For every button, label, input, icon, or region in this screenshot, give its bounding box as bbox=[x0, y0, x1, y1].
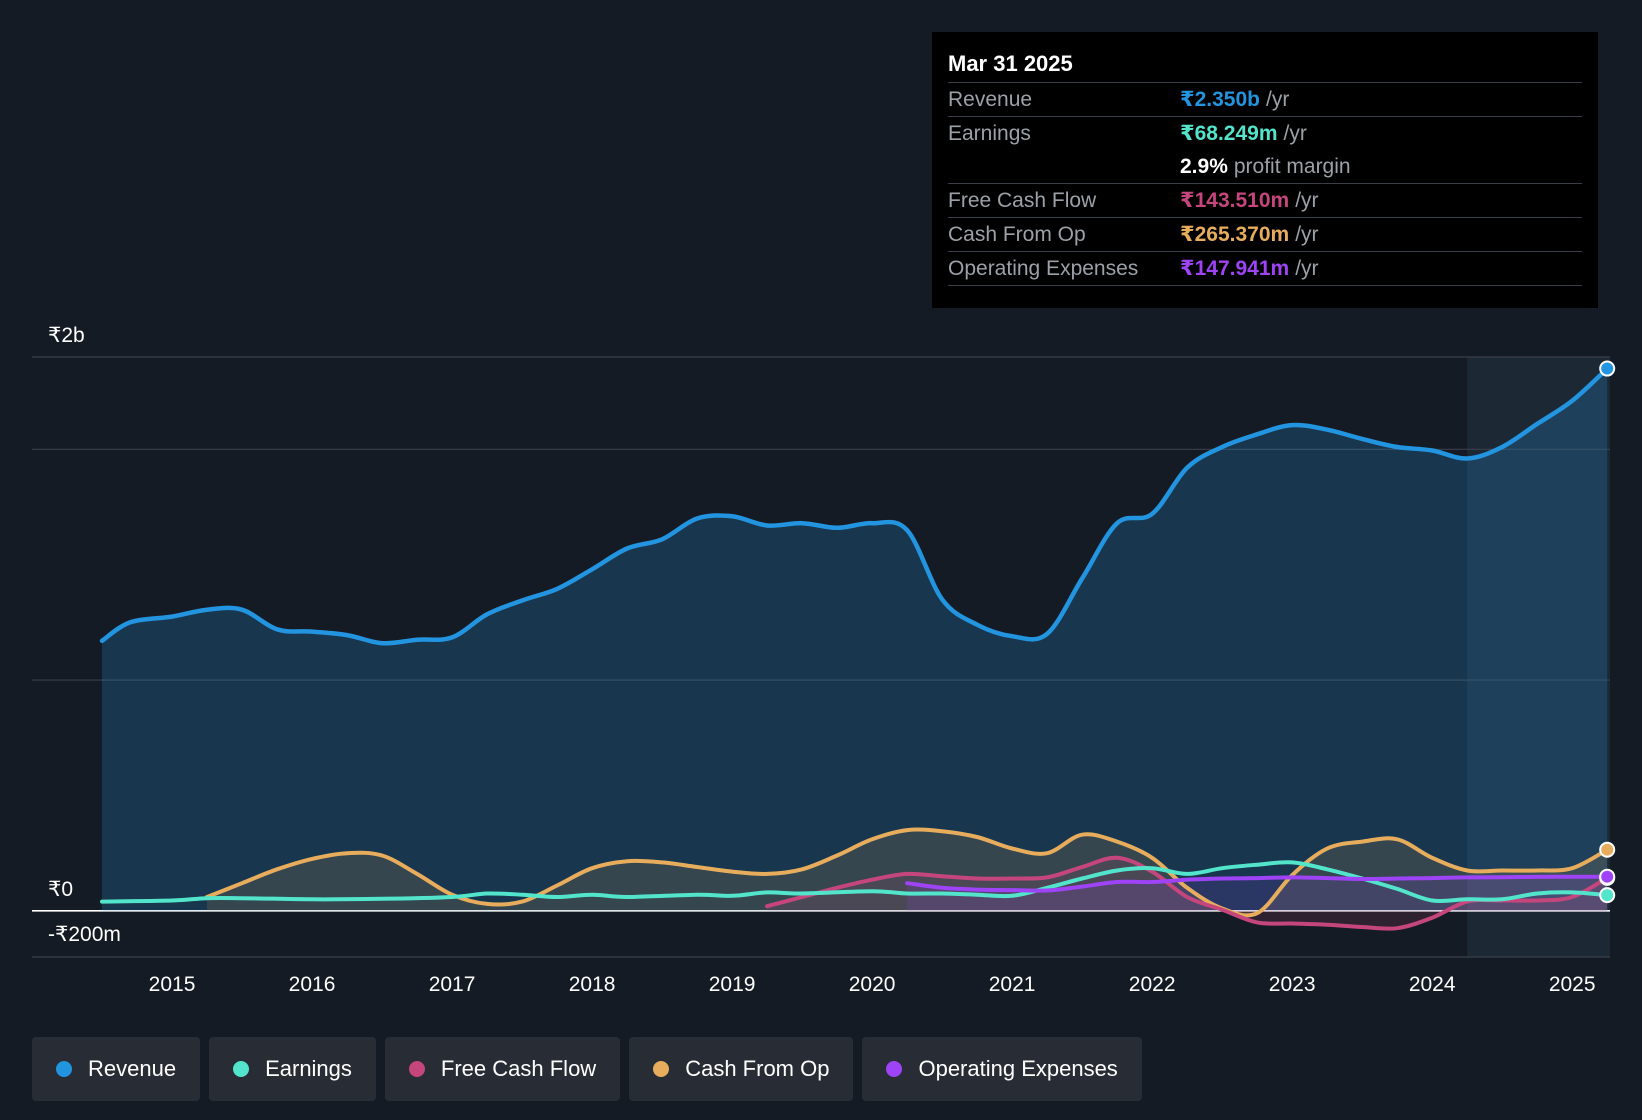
x-tick-label: 2015 bbox=[149, 973, 196, 996]
x-tick-label: 2019 bbox=[709, 973, 756, 996]
legend-label: Earnings bbox=[265, 1056, 352, 1081]
series-line-operating-expenses bbox=[905, 874, 1610, 893]
tooltip-label: Cash From Op bbox=[948, 222, 1086, 246]
tooltip-row-profit-margin: 2.9% profit margin bbox=[948, 150, 1582, 183]
tooltip-value: ₹147.941m bbox=[1180, 257, 1290, 280]
legend-dot-icon bbox=[233, 1061, 250, 1077]
y-tick-label: ₹0 bbox=[48, 878, 73, 901]
chart-legend: Revenue Earnings Free Cash Flow Cash Fro… bbox=[32, 1037, 1142, 1101]
x-tick-label: 2021 bbox=[989, 973, 1036, 996]
series-end-marker-revenue bbox=[1599, 360, 1616, 377]
series-line-cash-from-op bbox=[205, 827, 1610, 918]
tooltip-value: ₹143.510m bbox=[1180, 189, 1290, 212]
tooltip-row-free-cash-flow: Free Cash Flow ₹143.510m /yr bbox=[948, 183, 1582, 217]
tooltip-row-cash-from-op: Cash From Op ₹265.370m /yr bbox=[948, 217, 1582, 251]
tooltip-value: ₹265.370m bbox=[1180, 223, 1290, 246]
tooltip-value: ₹2.350b bbox=[1180, 88, 1260, 111]
y-tick-label: -₹200m bbox=[48, 923, 121, 946]
legend-label: Cash From Op bbox=[685, 1056, 830, 1081]
tooltip-unit: profit margin bbox=[1233, 154, 1351, 178]
x-tick-label: 2023 bbox=[1269, 973, 1316, 996]
legend-label: Revenue bbox=[88, 1056, 177, 1081]
tooltip-label: Operating Expenses bbox=[948, 256, 1139, 280]
series-area-free-cash-flow bbox=[767, 857, 1608, 929]
legend-item-operating-expenses[interactable]: Operating Expenses bbox=[862, 1037, 1142, 1101]
tooltip-label: Earnings bbox=[948, 121, 1031, 145]
series-line-free-cash-flow bbox=[765, 855, 1610, 931]
x-tick-label: 2018 bbox=[569, 973, 616, 996]
legend-label: Operating Expenses bbox=[918, 1056, 1118, 1081]
tooltip-value: 2.9% bbox=[1180, 154, 1228, 178]
highlight-region bbox=[1467, 357, 1610, 957]
tooltip-value: ₹68.249m bbox=[1180, 122, 1278, 145]
x-tick-label: 2024 bbox=[1409, 973, 1456, 996]
legend-dot-icon bbox=[653, 1061, 670, 1077]
tooltip-date: Mar 31 2025 bbox=[948, 51, 1073, 76]
x-tick-label: 2016 bbox=[289, 973, 336, 996]
legend-dot-icon bbox=[408, 1061, 425, 1077]
legend-item-earnings[interactable]: Earnings bbox=[209, 1037, 376, 1101]
legend-item-cash-from-op[interactable]: Cash From Op bbox=[629, 1037, 854, 1101]
legend-dot-icon bbox=[886, 1061, 903, 1077]
series-end-marker-earnings bbox=[1599, 887, 1616, 904]
y-tick-label: ₹2b bbox=[48, 324, 85, 347]
tooltip-unit: /yr bbox=[1295, 256, 1319, 280]
tooltip-row-operating-expenses: Operating Expenses ₹147.941m /yr bbox=[948, 251, 1582, 286]
chart-canvas: ₹2b ₹0 -₹200m 2015 2016 2017 2018 2019 2020 2021 2… bbox=[32, 324, 1616, 996]
tooltip-unit: /yr bbox=[1283, 121, 1307, 145]
tooltip-label: Revenue bbox=[948, 87, 1033, 111]
legend-item-revenue[interactable]: Revenue bbox=[32, 1037, 201, 1101]
x-tick-label: 2025 bbox=[1549, 973, 1596, 996]
tooltip-row-revenue: Revenue ₹2.350b /yr bbox=[948, 82, 1582, 116]
tooltip-label: Free Cash Flow bbox=[948, 188, 1097, 212]
x-tick-label: 2017 bbox=[429, 973, 476, 996]
series-line-revenue bbox=[99, 366, 1610, 646]
chart-tooltip: Mar 31 2025 Revenue ₹2.350b /yr Earnings… bbox=[932, 32, 1598, 308]
series-end-marker-cash-from-op bbox=[1599, 841, 1616, 858]
legend-dot-icon bbox=[56, 1061, 72, 1077]
legend-label: Free Cash Flow bbox=[440, 1056, 597, 1081]
tooltip-unit: /yr bbox=[1266, 87, 1290, 111]
tooltip-unit: /yr bbox=[1295, 222, 1319, 246]
x-tick-label: 2020 bbox=[849, 973, 896, 996]
series-line-earnings bbox=[100, 860, 1610, 904]
legend-item-free-cash-flow[interactable]: Free Cash Flow bbox=[384, 1037, 621, 1101]
tooltip-row-earnings: Earnings ₹68.249m /yr bbox=[948, 116, 1582, 150]
series-area-revenue bbox=[102, 368, 1608, 911]
tooltip-unit: /yr bbox=[1295, 188, 1319, 212]
x-tick-label: 2022 bbox=[1129, 973, 1176, 996]
series-end-marker-operating-expenses bbox=[1599, 868, 1616, 885]
